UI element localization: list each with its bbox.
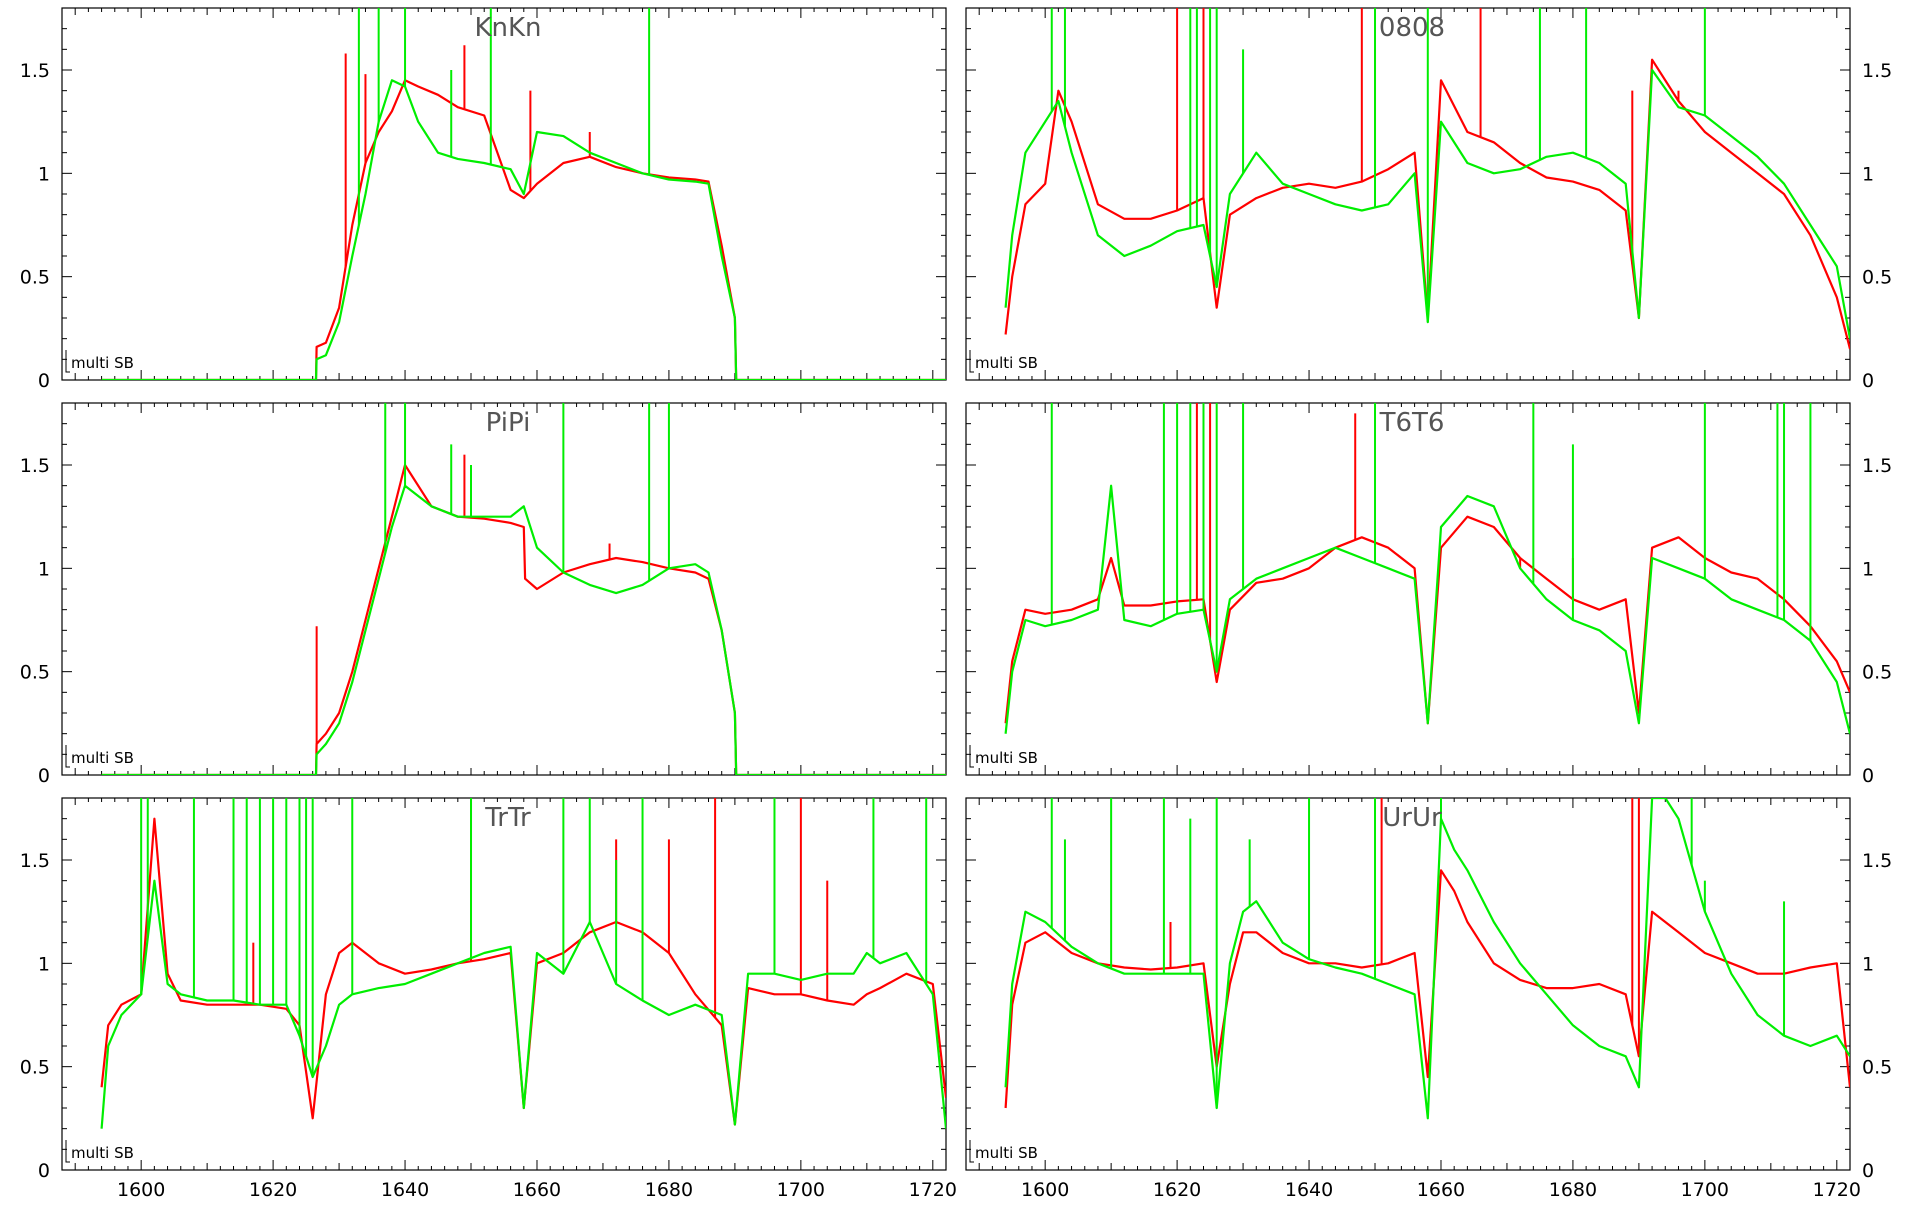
x-tick-label: 1620 [249, 1179, 297, 1201]
series-line [101, 463, 946, 775]
panel-title: TrTr [484, 803, 531, 833]
series-line [1004, 484, 1850, 734]
chart-panel: 0 0.5 1 1.5 KnKn multi SB [20, 7, 947, 392]
x-tick-label: 1600 [1021, 1179, 1069, 1201]
x-tick-label: 1620 [1153, 1179, 1201, 1201]
series-line [101, 79, 946, 380]
y-tick-label: 0.5 [20, 662, 50, 684]
y-tick-label: 1 [1862, 163, 1874, 185]
plot-frame [965, 7, 1851, 381]
x-tick-label: 1680 [1549, 1179, 1597, 1201]
y-tick-label: 1.5 [1862, 850, 1892, 872]
y-tick-label: 0.5 [1862, 662, 1892, 684]
x-tick-label: 1700 [777, 1179, 825, 1201]
x-tick-label: 1660 [1417, 1179, 1465, 1201]
series-group [1004, 798, 1850, 1120]
corner-label: multi SB [71, 1144, 134, 1162]
corner-label: multi SB [975, 354, 1038, 372]
y-tick-label: 1.5 [20, 850, 50, 872]
x-tick-label: 1700 [1681, 1179, 1729, 1201]
series-line [100, 879, 946, 1129]
y-tick-label: 0 [1862, 1160, 1874, 1182]
y-tick-label: 1 [38, 953, 50, 975]
panel-title: T6T6 [1379, 408, 1445, 438]
chart-panel: 0 0.5 1 1.5 PiPi multi SB [20, 402, 947, 787]
y-tick-label: 0.5 [1862, 267, 1892, 289]
y-tick-label: 1 [1862, 558, 1874, 580]
x-tick-label: 1720 [1813, 1179, 1861, 1201]
y-tick-label: 1.5 [1862, 455, 1892, 477]
series-group [101, 8, 946, 380]
y-tick-label: 0.5 [20, 1057, 50, 1079]
corner-label: multi SB [71, 354, 134, 372]
plot-frame [61, 7, 947, 381]
series-line [1004, 798, 1850, 1120]
x-tick-label: 1720 [909, 1179, 957, 1201]
panel-title: UrUr [1382, 803, 1442, 833]
y-tick-label: 1 [38, 163, 50, 185]
y-tick-label: 1 [1862, 953, 1874, 975]
y-tick-label: 0 [38, 765, 50, 787]
panel-title: KnKn [474, 13, 541, 43]
x-tick-label: 1680 [645, 1179, 693, 1201]
corner-bracket [969, 745, 974, 768]
y-tick-label: 0 [1862, 370, 1874, 392]
corner-label: multi SB [975, 749, 1038, 767]
y-tick-label: 1.5 [1862, 60, 1892, 82]
chart-panel: 0 0.5 1 1.5 0808 multi SB [965, 7, 1892, 392]
chart-panel: 0 0.5 1 1.5 T6T6 multi SB [965, 402, 1892, 787]
corner-bracket [65, 745, 70, 768]
y-tick-label: 0 [1862, 765, 1874, 787]
y-tick-label: 0 [38, 1160, 50, 1182]
y-tick-label: 0.5 [1862, 1057, 1892, 1079]
panel-title: 0808 [1379, 13, 1445, 43]
y-tick-label: 1.5 [20, 60, 50, 82]
x-tick-label: 1640 [381, 1179, 429, 1201]
y-tick-label: 0 [38, 370, 50, 392]
corner-label: multi SB [71, 749, 134, 767]
series-line [1004, 515, 1850, 725]
corner-label: multi SB [975, 1144, 1038, 1162]
y-tick-label: 1 [38, 558, 50, 580]
plot-frame [965, 797, 1851, 1171]
series-group [100, 798, 946, 1129]
x-tick-label: 1660 [513, 1179, 561, 1201]
series-line [101, 79, 946, 380]
x-tick-label: 1600 [117, 1179, 165, 1201]
series-line [1004, 68, 1850, 339]
plot-frame [61, 402, 947, 776]
y-tick-label: 1.5 [20, 455, 50, 477]
series-line [1004, 58, 1850, 350]
series-group [1004, 403, 1850, 734]
corner-bracket [65, 350, 70, 373]
corner-bracket [969, 350, 974, 373]
corner-bracket [65, 1140, 70, 1163]
y-tick-label: 0.5 [20, 267, 50, 289]
series-group [1004, 8, 1850, 350]
series-line [101, 484, 946, 775]
series-line [1004, 869, 1850, 1109]
corner-bracket [969, 1140, 974, 1163]
x-tick-label: 1640 [1285, 1179, 1333, 1201]
series-group [101, 403, 946, 775]
chart-panel: 1600 1620 1640 1660 1680 1700 1720 0 0.5 1 1.5 TrTr… [20, 797, 957, 1201]
panel-title: PiPi [486, 408, 531, 438]
series-line [100, 817, 946, 1126]
